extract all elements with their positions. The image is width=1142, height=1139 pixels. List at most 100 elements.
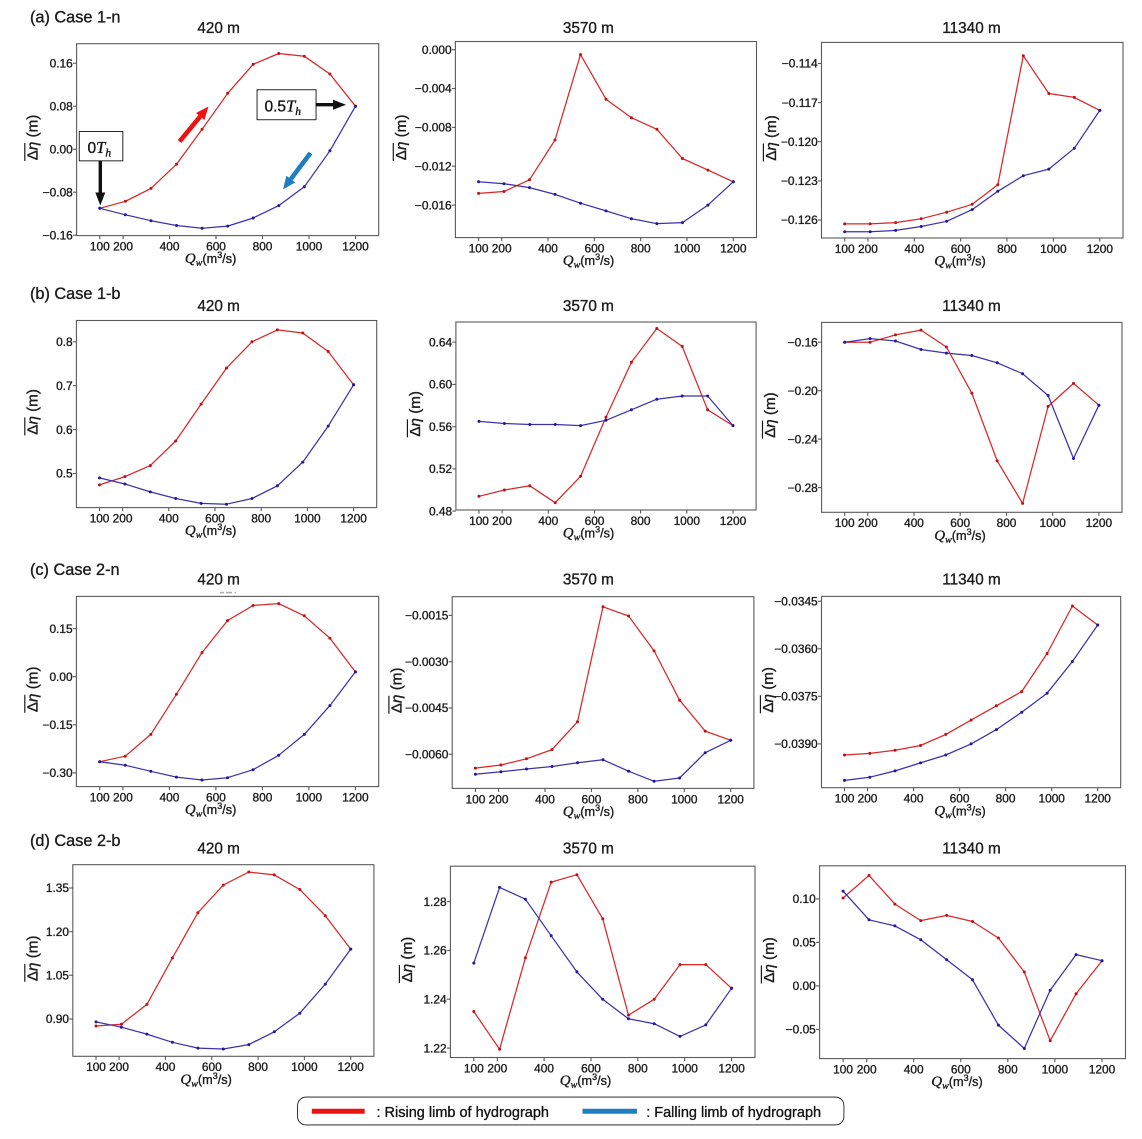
svg-text:−0.0030: −0.0030 (405, 655, 449, 669)
svg-text:400: 400 (155, 1060, 175, 1074)
svg-text:100: 100 (835, 242, 855, 256)
svg-text:Δη (m): Δη (m) (24, 667, 41, 713)
svg-text:−0.0375: −0.0375 (774, 690, 818, 704)
svg-text:: Falling limb of hydrograph: : Falling limb of hydrograph (646, 1105, 821, 1121)
svg-text:0.5: 0.5 (56, 467, 73, 481)
svg-text:Qw(m3/s): Qw(m3/s) (931, 1073, 982, 1092)
svg-text:1200: 1200 (718, 1061, 745, 1075)
svg-text:0.05: 0.05 (793, 936, 817, 950)
svg-text:−0.0045: −0.0045 (405, 701, 449, 715)
svg-text:400: 400 (904, 1063, 924, 1077)
svg-text:100: 100 (86, 1060, 106, 1074)
svg-text:0.00: 0.00 (49, 670, 73, 684)
svg-text:Δη (m): Δη (m) (24, 389, 41, 435)
svg-text:Qw(m3/s): Qw(m3/s) (563, 803, 614, 822)
svg-text:200: 200 (489, 792, 509, 806)
svg-text:Qw(m3/s): Qw(m3/s) (563, 252, 614, 271)
svg-text:400: 400 (160, 240, 180, 254)
svg-text:1200: 1200 (342, 240, 369, 254)
svg-text:1000: 1000 (1039, 516, 1066, 530)
svg-text:1200: 1200 (340, 512, 367, 526)
svg-text:−0.120: −0.120 (781, 135, 818, 149)
svg-text:800: 800 (997, 242, 1017, 256)
svg-text:1200: 1200 (720, 514, 747, 528)
svg-text:Qw(m3/s): Qw(m3/s) (934, 802, 985, 821)
svg-text:420 m: 420 m (197, 840, 240, 857)
svg-text:600: 600 (950, 516, 970, 530)
svg-text:1000: 1000 (1038, 792, 1065, 806)
svg-text:400: 400 (535, 792, 555, 806)
svg-text:1.05: 1.05 (46, 969, 70, 983)
svg-text:Δη (m): Δη (m) (762, 392, 779, 438)
svg-text:−0.004: −0.004 (415, 82, 452, 96)
svg-text:3570 m: 3570 m (563, 298, 614, 315)
svg-text:200: 200 (113, 240, 133, 254)
svg-text:1200: 1200 (720, 242, 747, 256)
svg-text:600: 600 (581, 1061, 601, 1075)
svg-text:0.6: 0.6 (56, 423, 73, 437)
svg-text:: Rising limb of hydrograph: : Rising limb of hydrograph (377, 1105, 549, 1121)
svg-text:11340 m: 11340 m (942, 572, 1000, 589)
svg-text:1000: 1000 (674, 242, 701, 256)
svg-text:1000: 1000 (296, 791, 323, 805)
svg-text:Δη (m): Δη (m) (24, 115, 41, 161)
svg-text:−0.0060: −0.0060 (405, 747, 449, 761)
svg-text:1000: 1000 (291, 1060, 318, 1074)
svg-text:0.7: 0.7 (56, 379, 73, 393)
svg-text:3570 m: 3570 m (563, 572, 614, 589)
svg-text:1200: 1200 (1089, 1063, 1116, 1077)
svg-text:Δη (m): Δη (m) (24, 936, 41, 982)
svg-text:1200: 1200 (342, 791, 369, 805)
svg-text:0.000: 0.000 (422, 43, 452, 57)
svg-text:800: 800 (997, 516, 1017, 530)
svg-text:400: 400 (904, 792, 924, 806)
svg-text:200: 200 (858, 242, 878, 256)
svg-text:800: 800 (251, 512, 271, 526)
svg-text:−0.012: −0.012 (415, 159, 452, 173)
svg-text:600: 600 (581, 792, 601, 806)
svg-text:3570 m: 3570 m (563, 20, 614, 37)
svg-text:(b) Case 1-b: (b) Case 1-b (30, 285, 121, 303)
svg-text:0.00: 0.00 (793, 979, 817, 993)
svg-text:11340 m: 11340 m (942, 840, 1000, 857)
svg-text:Qw(m3/s): Qw(m3/s) (934, 253, 985, 272)
svg-text:−0.28: −0.28 (788, 481, 818, 495)
svg-text:1200: 1200 (337, 1060, 364, 1074)
svg-text:Qw(m3/s): Qw(m3/s) (934, 527, 985, 546)
svg-text:600: 600 (205, 512, 225, 526)
svg-text:0.08: 0.08 (50, 99, 74, 113)
svg-text:200: 200 (857, 1063, 877, 1077)
svg-text:600: 600 (206, 791, 226, 805)
svg-text:800: 800 (631, 514, 651, 528)
svg-text:(c) Case 2-n: (c) Case 2-n (30, 561, 120, 579)
svg-text:−0.30: −0.30 (43, 766, 73, 780)
svg-text:1.26: 1.26 (423, 944, 447, 958)
svg-text:0.64: 0.64 (429, 335, 453, 349)
svg-text:0.8: 0.8 (56, 335, 73, 349)
svg-text:800: 800 (628, 1061, 648, 1075)
svg-text:100: 100 (90, 240, 110, 254)
svg-text:Qw(m3/s): Qw(m3/s) (185, 801, 236, 820)
svg-text:11340 m: 11340 m (942, 298, 1000, 315)
svg-text:100: 100 (90, 791, 110, 805)
svg-text:Δη (m): Δη (m) (763, 115, 780, 161)
svg-text:0.52: 0.52 (429, 462, 453, 476)
svg-text:−0.15: −0.15 (43, 718, 73, 732)
svg-text:100: 100 (833, 1063, 853, 1077)
svg-text:0.00: 0.00 (50, 142, 74, 156)
svg-text:800: 800 (631, 242, 651, 256)
svg-text:1000: 1000 (296, 240, 323, 254)
svg-text:1.35: 1.35 (46, 881, 70, 895)
svg-text:200: 200 (858, 516, 878, 530)
svg-text:−0.123: −0.123 (781, 174, 818, 188)
svg-text:−0.008: −0.008 (415, 121, 452, 135)
svg-text:200: 200 (113, 512, 133, 526)
svg-text:600: 600 (584, 242, 604, 256)
svg-text:−0.08: −0.08 (43, 185, 73, 199)
svg-text:200: 200 (492, 514, 512, 528)
svg-text:1200: 1200 (1084, 792, 1111, 806)
svg-text:1000: 1000 (671, 1061, 698, 1075)
svg-text:800: 800 (996, 792, 1016, 806)
svg-text:Δη (m): Δη (m) (407, 391, 424, 437)
svg-text:400: 400 (538, 514, 558, 528)
